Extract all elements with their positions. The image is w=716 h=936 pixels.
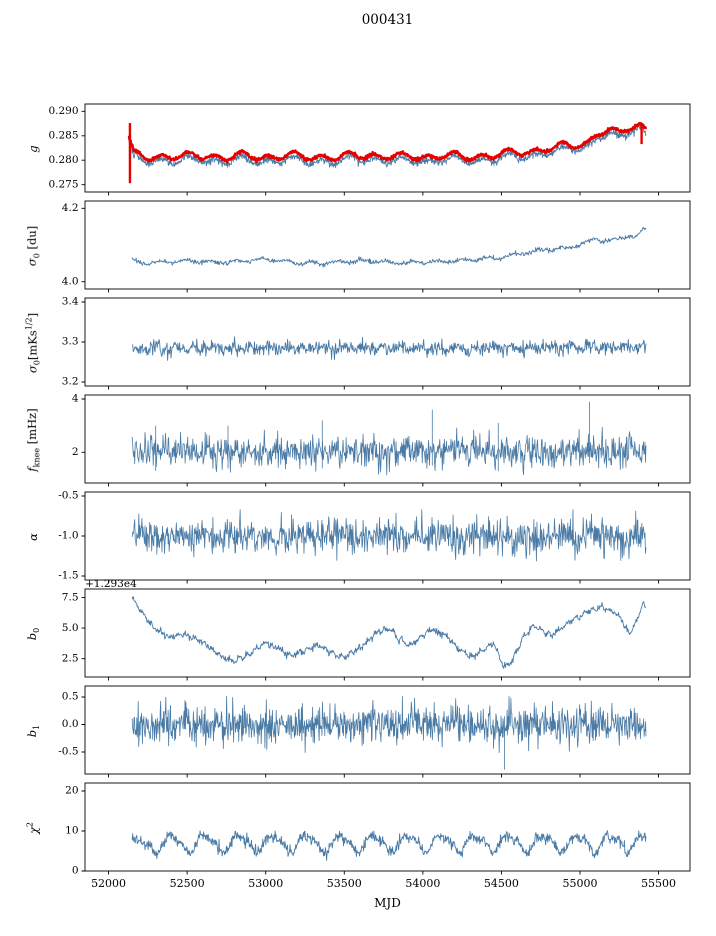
y-axis-label-fknee: fknee [mHz] [24, 407, 42, 472]
subplot-sigma0-du: σ0 [du] [0, 197, 716, 294]
subplot-b0: +1.293e4 b0 [0, 578, 716, 682]
y-axis-label-sigma0-du: σ0 [du] [24, 225, 42, 266]
y-axis-label-chi2: χ2 [25, 821, 41, 834]
subplot-g: g [0, 100, 716, 197]
subplot-chi2: χ2 [0, 779, 716, 876]
x-tick-label: 54000 [405, 877, 441, 890]
figure-title: 000431 [361, 12, 414, 28]
y-axis-label-sigma0-mk: σ0[mKs1/2] [24, 312, 42, 373]
subplot-canvas-b0 [0, 585, 716, 682]
x-axis-tick-labels: 52000 52500 53000 53500 54000 54500 55000 55500 [0, 876, 716, 894]
x-tick-label: 53000 [248, 877, 284, 890]
subplot-alpha: α [0, 488, 716, 585]
x-axis-label: MJD [374, 896, 401, 910]
x-tick-label: 53500 [326, 877, 362, 890]
subplot-canvas-b1 [0, 682, 716, 779]
subplot-canvas-sigma0-mk [0, 294, 716, 391]
x-tick-label: 52500 [169, 877, 205, 890]
y-axis-label-b0: b0 [24, 627, 42, 640]
subplot-b1: b1 [0, 682, 716, 779]
y-axis-label-alpha: α [26, 532, 40, 541]
subplot-canvas-chi2 [0, 779, 716, 876]
subplot-canvas-fknee [0, 391, 716, 488]
y-axis-label-g: g [26, 144, 40, 153]
x-tick-label: 55500 [641, 877, 677, 890]
subplot-canvas-alpha [0, 488, 716, 585]
axis-offset-label: +1.293e4 [85, 578, 137, 590]
subplot-canvas-sigma0-du [0, 197, 716, 294]
subplot-fknee: fknee [mHz] [0, 391, 716, 488]
x-tick-label: 54500 [483, 877, 519, 890]
subplot-sigma0-mk: σ0[mKs1/2] [0, 294, 716, 391]
x-tick-label: 52000 [91, 877, 127, 890]
y-axis-label-b1: b1 [24, 724, 42, 737]
subplot-canvas-g [0, 100, 716, 197]
x-tick-label: 55000 [562, 877, 598, 890]
title-area: 000431 [0, 0, 716, 100]
